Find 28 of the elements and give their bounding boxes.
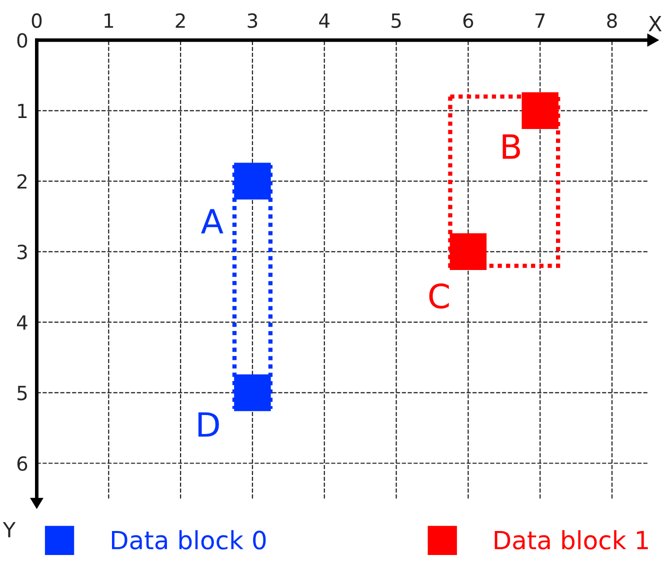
point xyxy=(522,92,558,130)
y-tick-label: 1 xyxy=(18,104,27,118)
point xyxy=(234,162,271,200)
annotation: B xyxy=(502,134,520,159)
legend-label: Data block 0 xyxy=(112,530,266,550)
x-tick-label: 0 xyxy=(32,13,42,28)
annotation: A xyxy=(201,209,224,234)
y-tick-label: 4 xyxy=(16,315,28,330)
x-tick-label: 1 xyxy=(104,14,114,28)
x-tick-label: 8 xyxy=(607,13,617,28)
point xyxy=(450,233,487,270)
y-tick-label: 2 xyxy=(17,174,26,189)
x-tick-label: 6 xyxy=(463,13,474,28)
legend-label: Data block 1 xyxy=(494,530,648,550)
y-axis-title: Y xyxy=(2,522,16,538)
x-tick-label: 7 xyxy=(536,14,545,28)
y-tick-label: 0 xyxy=(17,33,28,48)
y-tick-label: 3 xyxy=(18,244,27,260)
x-tick-label: 2 xyxy=(176,13,185,28)
x-axis-title: X xyxy=(648,16,662,32)
annotation: D xyxy=(198,412,219,437)
y-tick-label: 5 xyxy=(18,386,27,400)
annotation: C xyxy=(429,283,449,309)
x-tick-label: 4 xyxy=(319,14,330,28)
x-tick-label: 3 xyxy=(248,13,258,28)
point xyxy=(234,374,271,412)
x-tick-label: 5 xyxy=(392,14,401,28)
y-tick-label: 6 xyxy=(17,456,28,471)
